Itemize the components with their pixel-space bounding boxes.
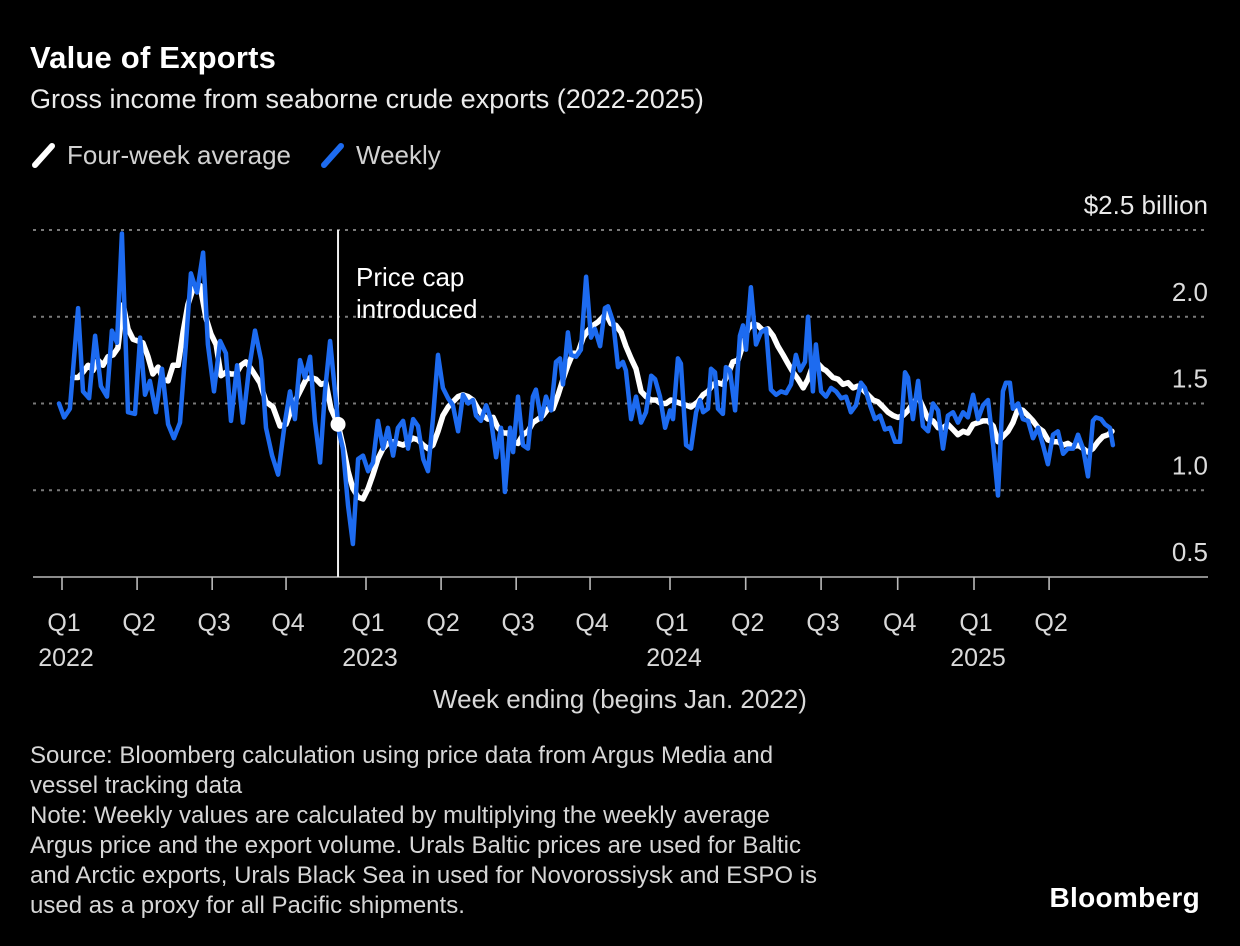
white-slash-icon: [32, 143, 55, 168]
blue-slash-icon: [321, 143, 344, 168]
source-text: Source: Bloomberg calculation using pric…: [30, 742, 774, 799]
x-tick-label: Q1: [47, 609, 80, 637]
bloomberg-logo: Bloomberg: [1049, 882, 1200, 913]
x-tick-label: Q3: [197, 609, 230, 637]
chart-title: Value of Exports: [30, 40, 277, 75]
x-tick-label: Q4: [575, 609, 608, 637]
legend-item-weekly: Weekly: [319, 140, 441, 171]
x-tick-label: Q3: [501, 609, 534, 637]
price-cap-marker: [330, 416, 346, 432]
x-axis-title: Week ending (begins Jan. 2022): [433, 684, 807, 714]
x-tick-label: Q2: [1034, 609, 1067, 637]
chart-subtitle: Gross income from seaborne crude exports…: [30, 84, 704, 114]
price-cap-annotation: Price cap introduced: [356, 262, 478, 324]
x-tick-label: Q1: [351, 609, 384, 637]
x-tick-label: Q2: [122, 609, 155, 637]
series-weekly: [56, 231, 1116, 547]
y-tick-label: $2.5 billion: [1084, 190, 1208, 220]
x-tick-label: Q4: [883, 609, 916, 637]
legend-label-weekly: Weekly: [356, 140, 441, 170]
x-tick-label: Q2: [731, 609, 764, 637]
y-tick-label: 1.0: [1172, 450, 1208, 480]
x-year-label: 2023: [342, 644, 398, 672]
x-tick-label: Q1: [959, 609, 992, 637]
x-year-label: 2024: [646, 644, 702, 672]
x-year-label: 2022: [38, 644, 94, 672]
legend: Four-week average Weekly: [30, 140, 441, 171]
x-tick-label: Q4: [271, 609, 304, 637]
y-tick-label: 1.5: [1172, 364, 1208, 394]
legend-label-four-week-average: Four-week average: [67, 140, 291, 170]
x-tick-label: Q3: [806, 609, 839, 637]
note-text: Note: Weekly values are calculated by mu…: [30, 802, 817, 919]
x-tick-label: Q2: [426, 609, 459, 637]
y-tick-label: 0.5: [1172, 537, 1208, 567]
y-tick-label: 2.0: [1172, 277, 1208, 307]
x-year-label: 2025: [950, 644, 1006, 672]
x-tick-label: Q1: [655, 609, 688, 637]
legend-item-four-week-average: Four-week average: [30, 140, 291, 171]
